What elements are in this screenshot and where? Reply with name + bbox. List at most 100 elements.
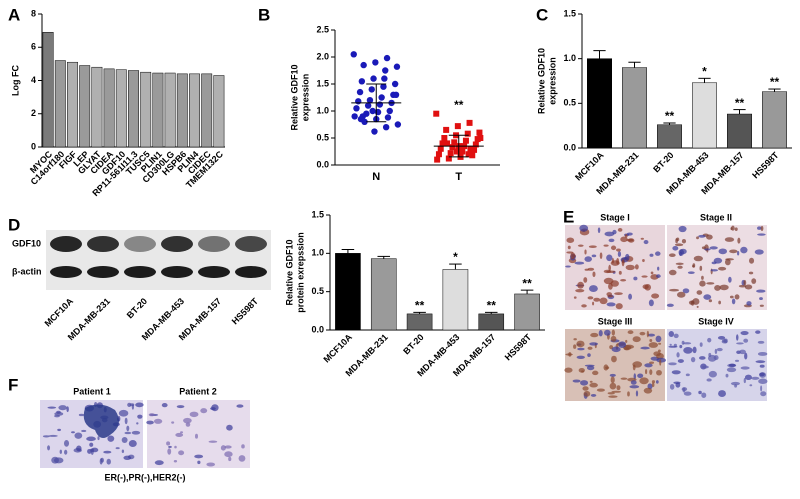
tissue-cell — [121, 436, 128, 443]
patient-label: Patient 1 — [73, 386, 111, 396]
panel-letter: A — [8, 5, 20, 24]
tissue-cell — [751, 278, 757, 284]
tissue-cell — [650, 271, 654, 275]
tissue-cell — [577, 347, 585, 351]
point — [383, 54, 391, 62]
tissue-cell — [725, 373, 729, 378]
tissue-cell — [736, 342, 744, 345]
tissue-cell — [589, 382, 598, 388]
tissue-cell — [671, 370, 681, 375]
y-axis-label: Log FC — [10, 65, 20, 96]
blot-band — [198, 236, 230, 252]
tissue-cell — [679, 344, 683, 349]
tissue-cell — [127, 402, 132, 407]
bar — [164, 72, 176, 148]
tissue-cell — [751, 376, 760, 380]
tissue-cell — [668, 330, 675, 337]
tissue-cell — [81, 429, 87, 433]
point — [371, 128, 378, 135]
tissue-cell — [673, 333, 679, 339]
panel-letter: E — [563, 207, 574, 226]
tissue-cell — [576, 340, 585, 348]
tissue-cell — [78, 413, 85, 417]
tissue-cell — [589, 380, 593, 383]
tissue-cell — [624, 234, 628, 238]
bar — [54, 60, 66, 148]
tissue-cell — [692, 264, 695, 268]
tissue-cell — [748, 271, 754, 275]
point — [380, 83, 387, 90]
tissue-cell — [701, 246, 706, 250]
tissue-cell — [609, 373, 616, 377]
tissue-cell — [730, 381, 740, 386]
y-tick-label: 1.5 — [311, 209, 324, 219]
tissue-cell — [167, 448, 172, 455]
tissue-cell — [625, 339, 628, 343]
tissue-cell — [135, 402, 144, 408]
tissue-cell — [649, 339, 653, 343]
bar — [406, 313, 433, 331]
point — [381, 75, 388, 82]
y-tick-label: 0.0 — [316, 159, 329, 169]
tissue-cell — [701, 275, 704, 280]
bar — [152, 72, 164, 148]
tissue-cell — [587, 346, 593, 350]
tissue-cell — [573, 296, 577, 299]
x-tick-label: T — [455, 171, 462, 183]
blot-lane-label: BT-20 — [125, 296, 149, 320]
tissue-cell — [611, 346, 621, 353]
tissue-cell — [656, 369, 662, 376]
tissue-cell — [644, 369, 648, 375]
stage-label: Stage I — [600, 212, 630, 222]
tissue-cell — [632, 361, 643, 368]
tissue-cell — [616, 385, 621, 391]
tissue-cell — [701, 392, 707, 398]
tissue-cell — [194, 454, 204, 459]
bar — [115, 69, 127, 148]
tissue-cell — [629, 385, 640, 389]
tissue-cell — [740, 331, 749, 336]
tissue-cell — [592, 370, 599, 376]
tissue-cell — [649, 369, 653, 375]
point — [466, 119, 473, 126]
tissue-cell — [587, 353, 591, 357]
tissue-cell — [736, 334, 739, 341]
tissue-cell — [681, 239, 687, 244]
tissue-cell — [641, 275, 648, 278]
stage-label: Stage II — [700, 212, 732, 222]
tissue-cell — [618, 270, 622, 275]
point — [353, 105, 360, 112]
tissue-cell — [180, 431, 184, 434]
tissue-cell — [722, 339, 728, 343]
tissue-cell — [577, 244, 584, 247]
tissue-cell — [757, 233, 766, 236]
tissue-cell — [603, 244, 609, 247]
tissue-cell — [606, 254, 613, 262]
point — [382, 67, 389, 74]
tissue-cell — [616, 248, 621, 252]
tissue-cell — [718, 390, 726, 398]
tissue-cell — [226, 424, 233, 431]
tissue-cell — [734, 294, 740, 300]
tissue-cell — [584, 256, 592, 262]
point — [447, 150, 454, 157]
y-axis-label: expression — [300, 74, 310, 122]
bar — [103, 68, 115, 148]
tissue-cell — [630, 380, 637, 385]
tissue-cell — [760, 385, 763, 392]
point — [382, 124, 390, 131]
tissue-cell — [624, 344, 635, 349]
point — [368, 86, 375, 93]
tissue-cell — [587, 267, 595, 271]
tissue-cell — [126, 425, 130, 432]
histology-image — [565, 225, 665, 310]
tissue-cell — [673, 381, 681, 385]
tissue-cell — [580, 380, 589, 386]
significance: ** — [487, 299, 497, 313]
tissue-cell — [607, 295, 614, 298]
tissue-cell — [729, 249, 738, 254]
tissue-cell — [699, 342, 703, 347]
tissue-cell — [118, 409, 129, 417]
tissue-cell — [718, 248, 728, 255]
